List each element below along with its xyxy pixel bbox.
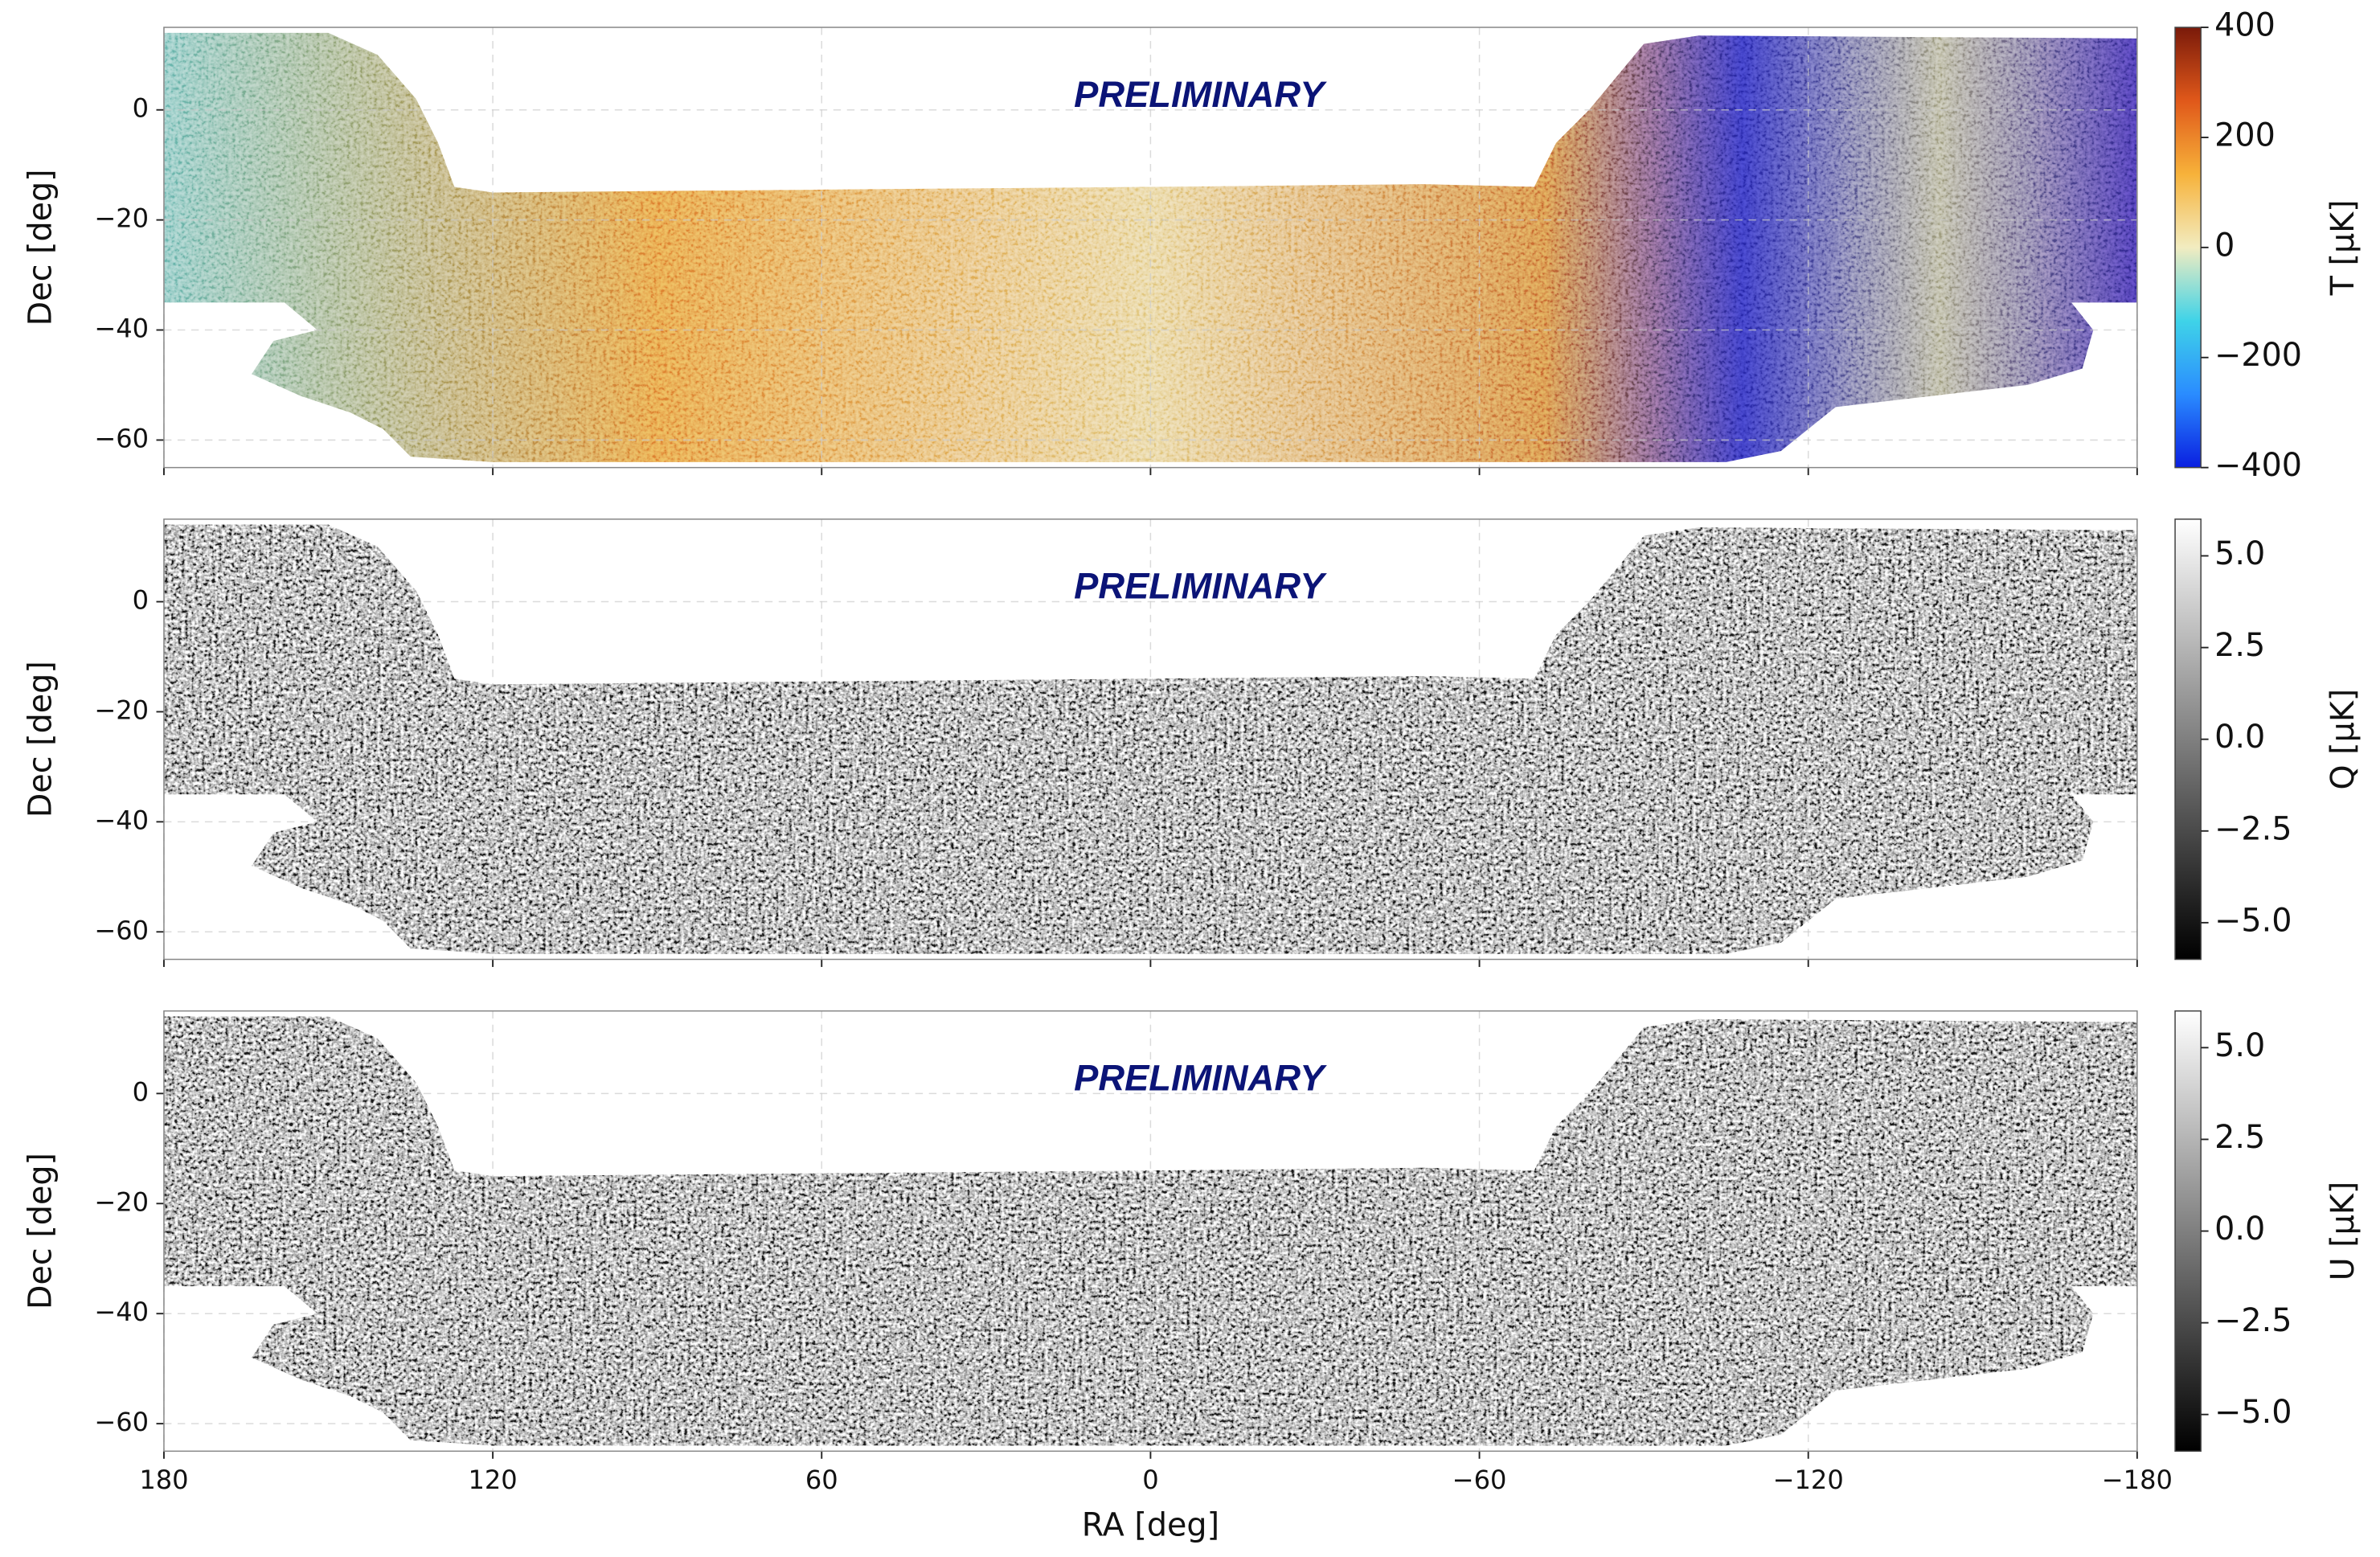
y-tick-label: −20 xyxy=(94,695,149,725)
colorbar-label: T [μK] xyxy=(2325,199,2362,296)
y-tick-label: −60 xyxy=(94,423,149,453)
colorbar xyxy=(2174,27,2202,469)
colorbar-tick-label: 5.0 xyxy=(2214,535,2265,572)
axes-frame xyxy=(163,518,2138,961)
colorbar-tick-label: −5.0 xyxy=(2214,902,2292,939)
colorbar-tick-label: −2.5 xyxy=(2214,810,2292,847)
colorbar-tick-label: 0 xyxy=(2214,227,2235,264)
colorbar-tick-label: −200 xyxy=(2214,337,2302,374)
x-axis-label: RA [deg] xyxy=(1082,1506,1219,1543)
y-tick-label: 0 xyxy=(133,93,149,124)
colorbar-tick-label: 0.0 xyxy=(2214,1211,2265,1248)
x-tick-label: −180 xyxy=(2102,1465,2173,1495)
y-axis-label: Dec [deg] xyxy=(22,169,59,326)
y-tick-label: 0 xyxy=(133,585,149,616)
y-tick-label: −20 xyxy=(94,1186,149,1217)
colorbar-tick-label: 5.0 xyxy=(2214,1027,2265,1064)
x-tick-label: 180 xyxy=(139,1465,188,1495)
y-axis-label: Dec [deg] xyxy=(22,661,59,817)
colorbar-tick-label: −400 xyxy=(2214,447,2302,484)
colorbar-label: U [μK] xyxy=(2325,1182,2362,1281)
colorbar-tick-label: 2.5 xyxy=(2214,1119,2265,1156)
colorbar-tick-label: 400 xyxy=(2214,7,2276,44)
annotation: PRELIMINARY xyxy=(1074,1058,1327,1099)
colorbar-tick-label: 2.5 xyxy=(2214,627,2265,664)
x-tick-label: 0 xyxy=(1142,1465,1158,1495)
annotation: PRELIMINARY xyxy=(1074,74,1327,115)
colorbar xyxy=(2174,1010,2202,1453)
y-tick-label: −40 xyxy=(94,1297,149,1327)
annotation: PRELIMINARY xyxy=(1074,566,1327,607)
axes-frame xyxy=(163,1010,2138,1453)
x-tick-label: −120 xyxy=(1773,1465,1844,1495)
axes-frame xyxy=(163,27,2138,469)
x-tick-label: −60 xyxy=(1452,1465,1507,1495)
y-tick-label: −20 xyxy=(94,203,149,234)
colorbar-tick-label: −5.0 xyxy=(2214,1394,2292,1431)
y-tick-label: −60 xyxy=(94,1407,149,1437)
colorbar-label: Q [μK] xyxy=(2325,689,2362,790)
y-tick-label: 0 xyxy=(133,1076,149,1107)
colorbar-tick-label: 200 xyxy=(2214,117,2276,154)
x-tick-label: 60 xyxy=(805,1465,838,1495)
colorbar-tick-label: 0.0 xyxy=(2214,719,2265,756)
x-tick-label: 120 xyxy=(468,1465,517,1495)
y-tick-label: −60 xyxy=(94,915,149,945)
colorbar-tick-label: −2.5 xyxy=(2214,1302,2292,1339)
y-axis-label: Dec [deg] xyxy=(22,1153,59,1309)
y-tick-label: −40 xyxy=(94,805,149,835)
y-tick-label: −40 xyxy=(94,313,149,344)
colorbar xyxy=(2174,518,2202,961)
